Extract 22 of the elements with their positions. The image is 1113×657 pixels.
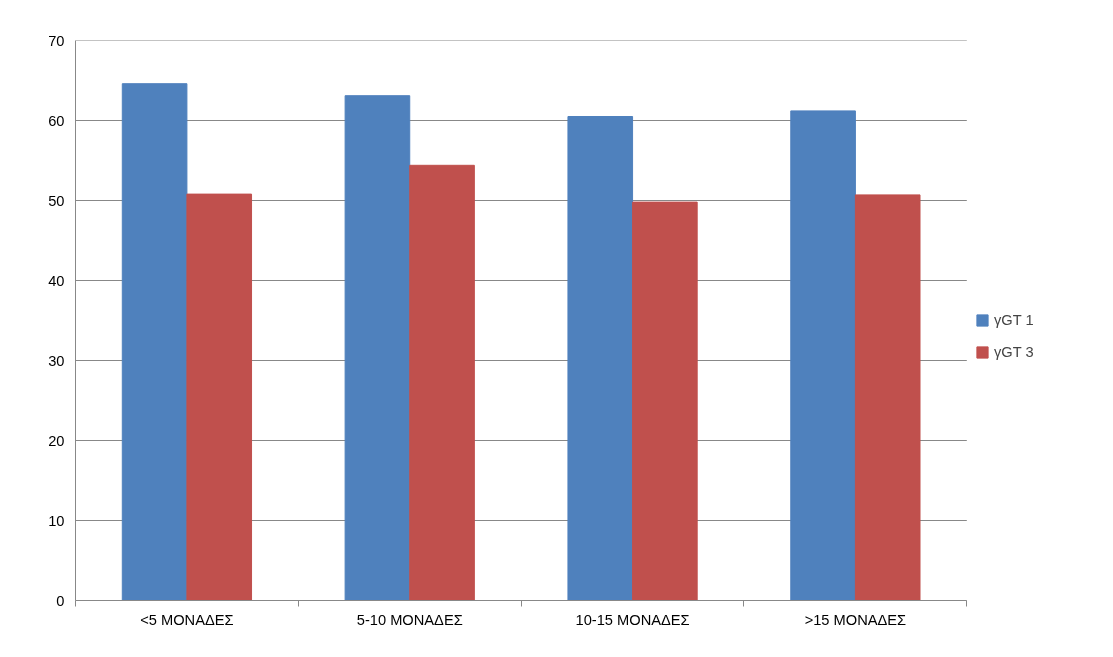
x-tick-label: >15 ΜΟΝΑΔΕΣ xyxy=(804,611,907,628)
bar xyxy=(567,116,634,601)
legend-label: γGT 3 xyxy=(994,344,1034,360)
bar xyxy=(409,164,475,601)
bar xyxy=(344,95,411,601)
y-tick-label: 20 xyxy=(48,432,65,449)
x-tick-label: <5 ΜΟΝΑΔΕΣ xyxy=(140,611,234,628)
x-tick-label: 10-15 ΜΟΝΑΔΕΣ xyxy=(575,611,690,628)
x-tick-label: 5-10 ΜΟΝΑΔΕΣ xyxy=(356,611,463,628)
bar xyxy=(632,201,698,601)
bar xyxy=(186,193,253,601)
y-tick-label: 0 xyxy=(56,592,65,609)
y-tick-label: 40 xyxy=(48,272,65,289)
bar xyxy=(790,110,856,601)
bar xyxy=(854,194,921,601)
y-tick-label: 70 xyxy=(48,32,65,49)
bar xyxy=(121,83,188,601)
y-tick-label: 50 xyxy=(48,192,65,209)
legend-label: γGT 1 xyxy=(994,312,1034,328)
y-tick-label: 30 xyxy=(48,352,65,369)
y-tick-label: 60 xyxy=(48,112,65,129)
y-tick-label: 10 xyxy=(48,512,65,529)
